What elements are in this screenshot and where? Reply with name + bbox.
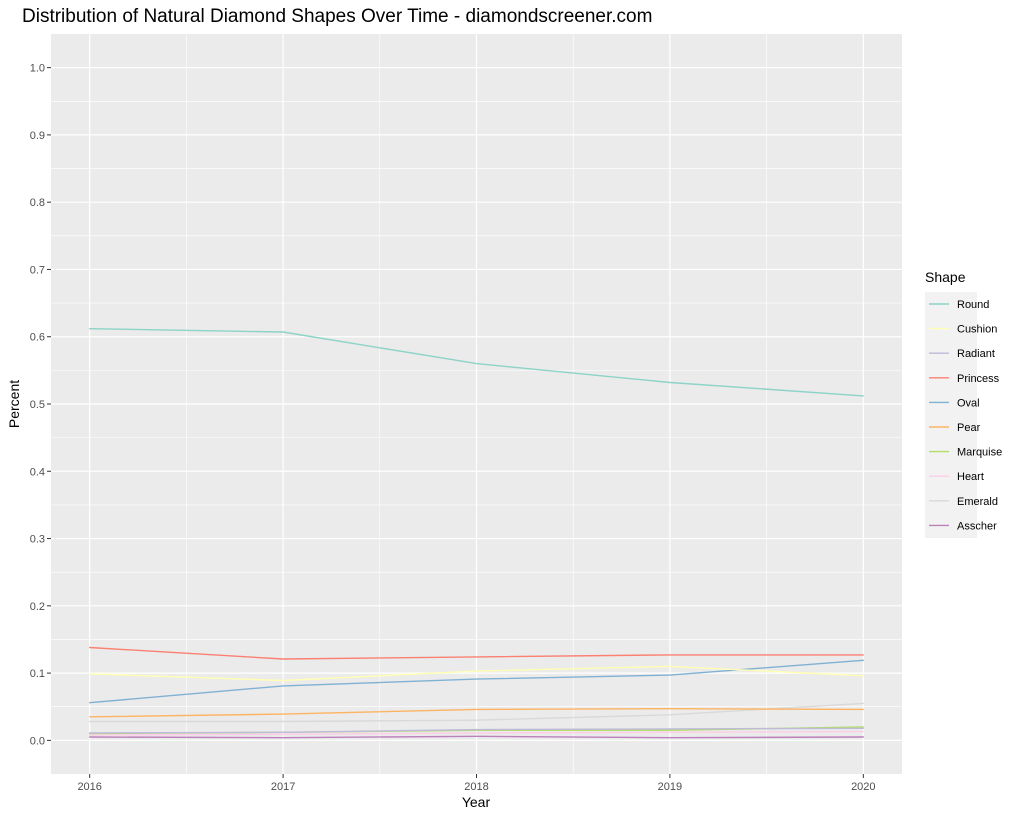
y-tick-label: 0.2 xyxy=(30,601,45,613)
legend-label: Marquise xyxy=(957,447,1002,459)
legend-title: Shape xyxy=(925,269,966,285)
legend-key-background xyxy=(925,292,977,538)
x-tick-label: 2020 xyxy=(851,781,875,793)
y-tick-label: 0.8 xyxy=(30,197,45,209)
x-axis-ticks: 2016 2017 2018 2019 2020 xyxy=(77,774,876,793)
y-tick-label: 0.1 xyxy=(30,668,45,680)
y-axis-title: Percent xyxy=(6,380,22,428)
series-line-pear xyxy=(88,708,864,718)
y-tick-label: 0.3 xyxy=(30,534,45,546)
legend-label: Cushion xyxy=(957,324,997,336)
legend-label: Asscher xyxy=(957,520,997,532)
series-lines xyxy=(88,328,864,739)
legend-label: Princess xyxy=(957,373,1000,385)
x-tick-label: 2017 xyxy=(271,781,295,793)
y-tick-label: 0.9 xyxy=(30,130,45,142)
y-tick-label: 0.4 xyxy=(30,466,45,478)
series-line-radiant xyxy=(88,727,864,734)
y-tick-label: 1.0 xyxy=(30,63,45,75)
y-tick-label: 0.6 xyxy=(30,332,45,344)
legend: Shape Round Cushion Radiant Princess Oval Pea… xyxy=(925,269,1002,538)
major-gridlines xyxy=(51,34,902,774)
x-tick-label: 2018 xyxy=(464,781,488,793)
x-tick-label: 2016 xyxy=(77,781,101,793)
y-tick-label: 0.5 xyxy=(30,399,45,411)
y-tick-label: 0.7 xyxy=(30,264,45,276)
series-line-cushion xyxy=(88,665,864,682)
legend-label: Pear xyxy=(957,422,981,434)
series-line-princess xyxy=(88,646,864,660)
series-line-asscher xyxy=(88,735,864,739)
legend-label: Radiant xyxy=(957,348,995,360)
y-axis-ticks: 0.0 0.1 0.2 0.3 0.4 0.5 0.6 0.7 0.8 0.9 1.0 xyxy=(30,63,51,747)
x-axis-title: Year xyxy=(462,794,491,810)
series-line-round xyxy=(88,328,864,397)
legend-label: Heart xyxy=(957,471,984,483)
x-tick-label: 2019 xyxy=(658,781,682,793)
legend-label: Emerald xyxy=(957,496,998,508)
y-tick-label: 0.0 xyxy=(30,735,45,747)
legend-label: Round xyxy=(957,299,989,311)
chart-title: Distribution of Natural Diamond Shapes O… xyxy=(22,6,652,27)
series-line-emerald xyxy=(88,702,864,723)
legend-label: Oval xyxy=(957,397,980,409)
series-line-heart xyxy=(88,730,864,736)
